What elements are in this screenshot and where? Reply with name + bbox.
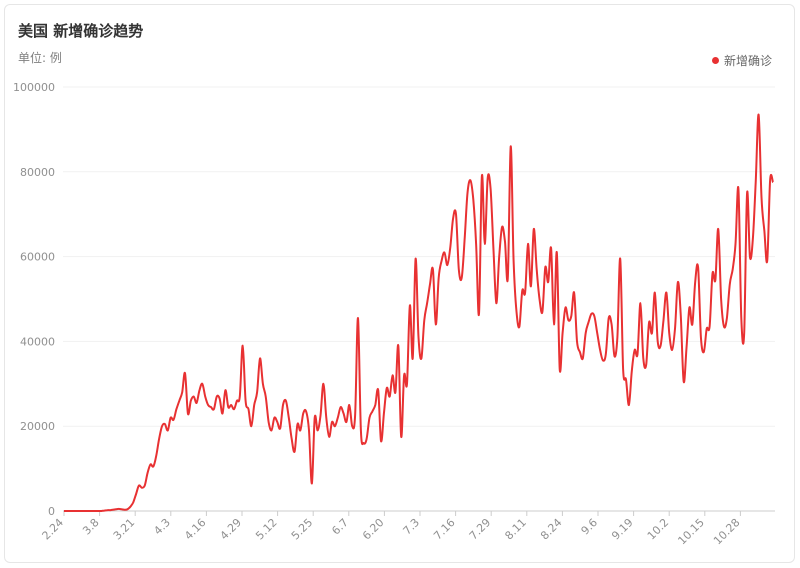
y-tick-label: 80000 [20,166,55,179]
x-tick-label: 5.12 [253,516,280,543]
y-tick-label: 60000 [20,251,55,264]
x-tick-label: 9.19 [609,516,636,543]
y-tick-label: 100000 [13,81,55,94]
axes [63,510,775,516]
x-tick-label: 4.29 [218,516,245,543]
y-tick-label: 0 [48,505,55,518]
chart-card: 美国 新增确诊趋势 单位: 例 新增确诊 [4,4,795,563]
x-tick-label: 8.11 [502,516,529,543]
y-tick-label: 40000 [20,335,55,348]
x-axis-ticks: 2.24 3.8 3.21 4.3 4.16 4.29 5.12 5.25 6.7 6.20 7.3… [40,516,743,547]
legend-marker [711,57,719,64]
x-tick-label: 8.24 [538,516,565,543]
y-tick-label: 20000 [20,420,55,433]
x-tick-label: 4.16 [182,516,209,543]
legend[interactable]: 新增确诊 [711,52,772,69]
grid-lines [63,86,775,427]
x-tick-label: 3.21 [111,516,138,543]
x-tick-label: 10.2 [645,516,672,543]
x-tick-label: 2.24 [40,516,67,543]
x-tick-label: 7.16 [431,516,458,543]
x-tick-label: 4.3 [151,516,173,538]
x-tick-label: 3.8 [80,516,102,538]
x-tick-label: 5.25 [289,516,316,543]
series-layer [64,113,774,513]
x-tick-label: 6.7 [329,516,351,538]
x-tick-label: 6.20 [360,516,387,543]
y-axis-ticks: 0 20000 40000 60000 80000 100000 [13,81,55,518]
x-tick-label: 10.15 [675,516,706,547]
x-tick-label: 7.3 [401,516,423,538]
legend-label: 新增确诊 [723,54,772,68]
series-line[interactable] [64,113,774,513]
x-tick-label: 10.28 [711,516,742,547]
x-tick-label: 9.6 [579,516,601,538]
x-tick-label: 7.29 [467,516,494,543]
chart-title: 美国 新增确诊趋势 [18,22,144,40]
unit-label: 单位: 例 [18,51,62,65]
